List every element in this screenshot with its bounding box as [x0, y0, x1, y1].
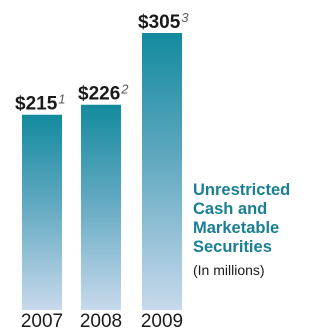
bar-2007 — [22, 114, 62, 310]
category-labels-group: 2007 2008 2009 — [21, 311, 183, 329]
chart-title-line: Unrestricted — [193, 181, 291, 199]
bars-group — [22, 33, 182, 310]
value-label-2008: $2262 — [78, 82, 129, 105]
chart-title-line: Securities — [193, 238, 272, 256]
bar-2008 — [81, 104, 121, 310]
category-label-2008: 2008 — [80, 311, 122, 329]
chart-title-line: Marketable — [193, 219, 280, 237]
value-label-2009: $3053 — [138, 10, 189, 33]
bar-2009 — [142, 33, 182, 310]
chart-title: Unrestricted Cash and Marketable Securit… — [193, 181, 321, 257]
category-label-2009: 2009 — [141, 311, 183, 329]
value-label-2007: $2151 — [15, 92, 66, 115]
category-label-2007: 2007 — [21, 311, 63, 329]
chart-title-line: Cash and — [193, 200, 268, 218]
chart-caption: Unrestricted Cash and Marketable Securit… — [193, 181, 321, 278]
chart-subtitle: (In millions) — [193, 262, 265, 278]
value-labels-group: $2151 $2262 $3053 — [15, 10, 189, 115]
